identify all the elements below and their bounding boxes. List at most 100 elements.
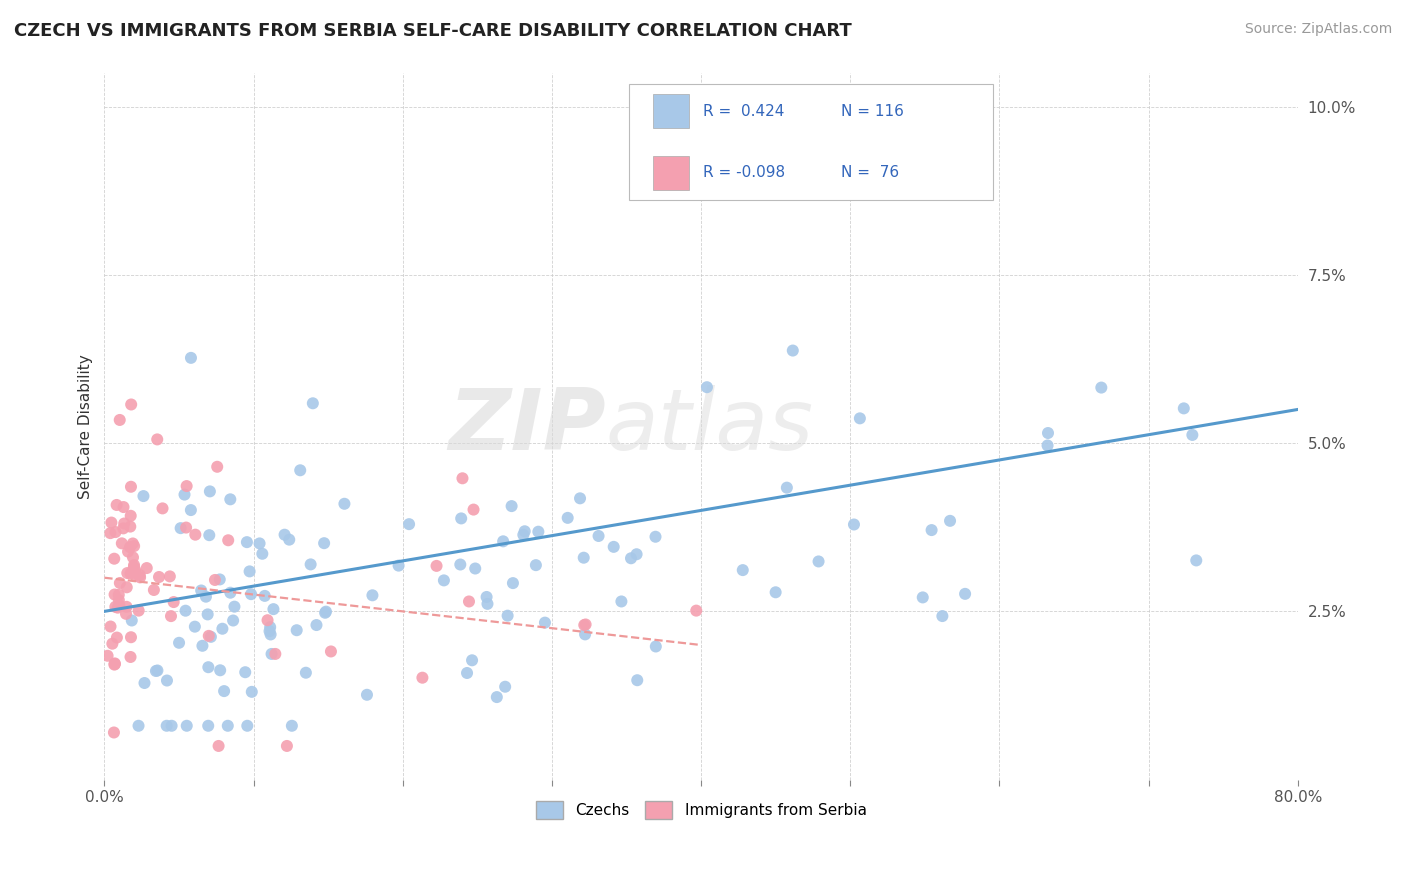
Point: [156, 719, 179, 733]
Point: [112, 516, 135, 531]
Point: [260, 647, 283, 661]
Point: [224, 599, 246, 614]
Point: [108, 576, 131, 591]
Point: [198, 484, 221, 499]
Point: [145, 664, 167, 678]
Point: [461, 653, 484, 667]
Point: [574, 618, 596, 632]
Point: [115, 607, 138, 621]
Point: [103, 657, 125, 672]
Point: [120, 630, 142, 644]
Point: [122, 558, 145, 573]
Point: [117, 544, 139, 558]
Point: [176, 719, 198, 733]
Text: ZIP: ZIP: [449, 384, 606, 467]
Point: [939, 514, 962, 528]
Text: atlas: atlas: [606, 384, 814, 467]
Point: [160, 609, 183, 624]
Point: [129, 570, 152, 584]
Point: [458, 594, 481, 608]
Point: [456, 665, 478, 680]
Point: [765, 585, 787, 599]
Point: [569, 491, 592, 506]
Point: [240, 587, 263, 601]
Point: [921, 523, 943, 537]
Point: [240, 685, 263, 699]
Point: [128, 604, 150, 618]
Text: CZECH VS IMMIGRANTS FROM SERBIA SELF-CARE DISABILITY CORRELATION CHART: CZECH VS IMMIGRANTS FROM SERBIA SELF-CAR…: [14, 22, 852, 40]
Point: [191, 639, 214, 653]
Point: [197, 629, 219, 643]
Point: [259, 624, 281, 639]
Point: [98, 526, 121, 541]
Point: [120, 650, 142, 665]
Point: [121, 536, 143, 550]
Point: [205, 459, 228, 474]
Point: [239, 565, 262, 579]
Point: [620, 551, 643, 566]
Point: [301, 396, 323, 410]
Point: [167, 636, 190, 650]
Point: [314, 536, 336, 550]
Point: [197, 660, 219, 674]
Point: [290, 463, 312, 477]
Point: [252, 547, 274, 561]
Point: [574, 627, 596, 641]
Point: [295, 665, 318, 680]
Point: [211, 622, 233, 636]
Point: [782, 343, 804, 358]
Point: [124, 569, 146, 583]
Point: [588, 529, 610, 543]
Point: [524, 558, 547, 573]
Point: [256, 613, 278, 627]
Point: [842, 517, 865, 532]
Point: [259, 627, 281, 641]
Point: [696, 380, 718, 394]
Point: [176, 479, 198, 493]
Point: [485, 690, 508, 704]
Point: [146, 664, 169, 678]
Point: [204, 573, 226, 587]
Point: [104, 599, 127, 614]
Point: [610, 594, 633, 608]
Point: [124, 563, 146, 577]
Point: [107, 600, 129, 615]
Point: [107, 588, 129, 602]
Text: N = 116: N = 116: [841, 103, 904, 119]
Point: [197, 719, 219, 733]
Point: [534, 615, 557, 630]
FancyBboxPatch shape: [630, 84, 994, 200]
Legend: Czechs, Immigrants from Serbia: Czechs, Immigrants from Serbia: [530, 795, 873, 825]
Point: [1173, 401, 1195, 416]
Point: [115, 580, 138, 594]
Point: [572, 550, 595, 565]
Point: [305, 618, 328, 632]
Point: [173, 487, 195, 501]
Point: [174, 604, 197, 618]
Text: R = -0.098: R = -0.098: [703, 165, 786, 180]
Point: [100, 516, 122, 530]
Point: [911, 591, 934, 605]
Point: [112, 521, 135, 535]
Point: [644, 530, 666, 544]
Point: [259, 620, 281, 634]
Point: [104, 524, 127, 539]
Point: [222, 614, 245, 628]
Point: [121, 614, 143, 628]
Point: [1036, 425, 1059, 440]
Point: [233, 665, 256, 680]
Point: [152, 501, 174, 516]
Point: [502, 576, 524, 591]
Point: [217, 719, 239, 733]
Point: [575, 617, 598, 632]
Point: [108, 593, 131, 607]
Point: [527, 524, 550, 539]
Point: [101, 637, 124, 651]
Point: [174, 520, 197, 534]
Point: [285, 624, 308, 638]
Point: [278, 533, 301, 547]
Point: [163, 595, 186, 609]
Point: [807, 554, 830, 568]
Point: [115, 599, 138, 614]
Point: [644, 640, 666, 654]
